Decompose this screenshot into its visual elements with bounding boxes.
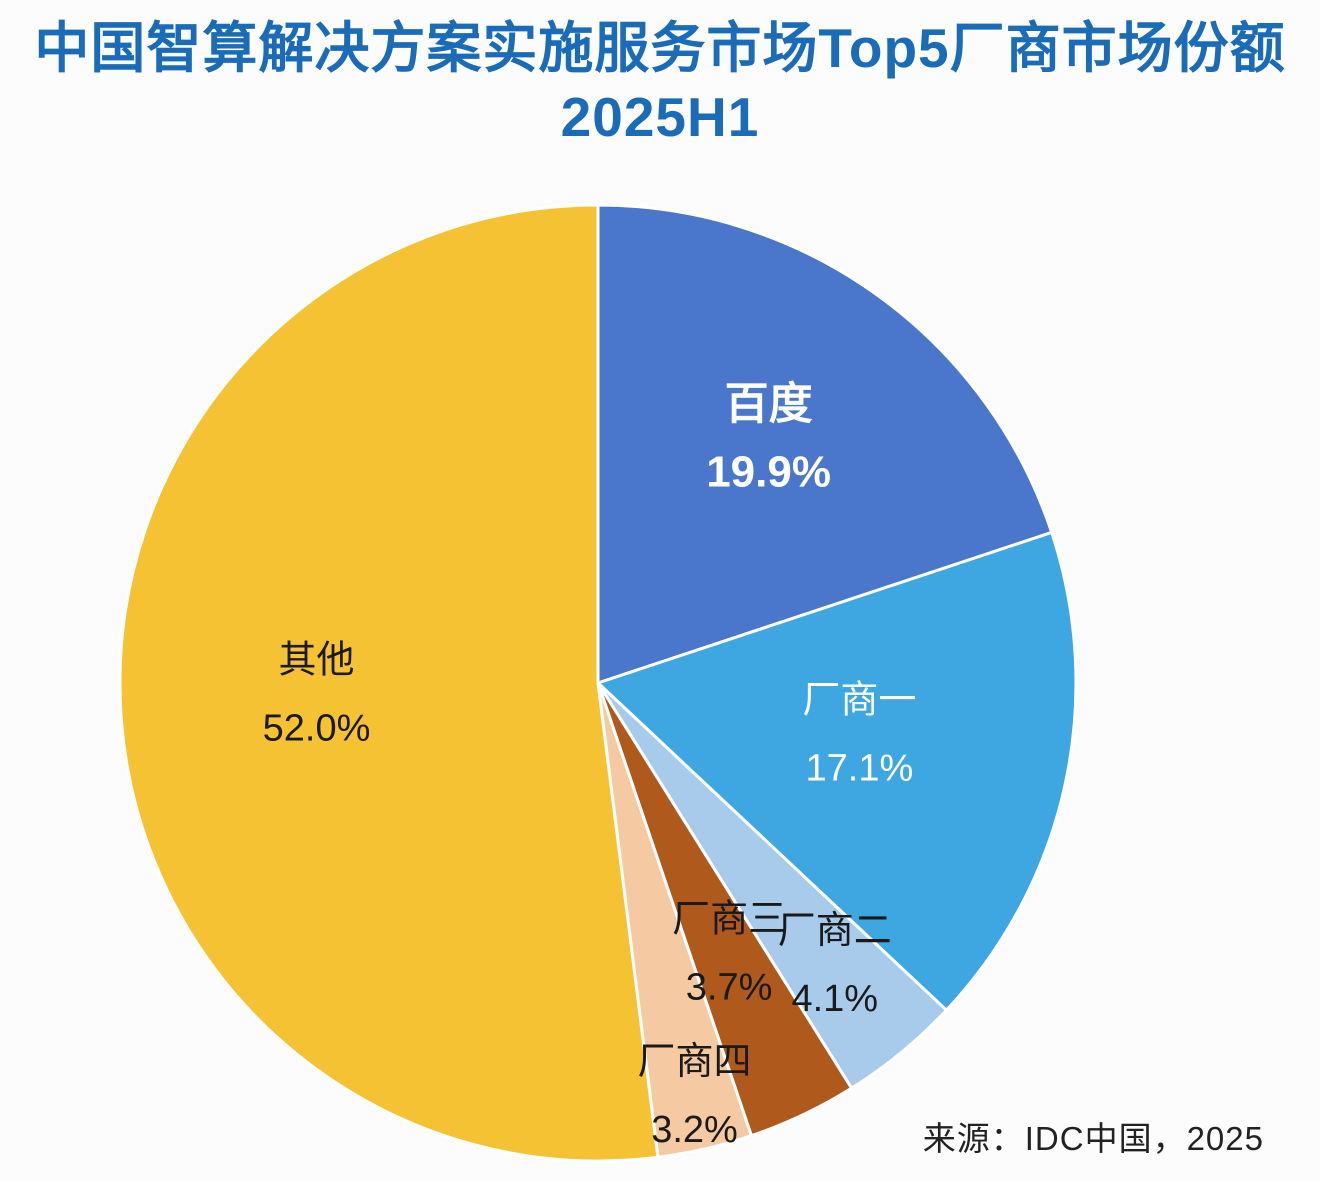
pie-slice-1 bbox=[596, 203, 1054, 685]
slice-value-1: 19.9% bbox=[706, 448, 831, 497]
slice-value-2: 17.1% bbox=[806, 748, 914, 790]
page-title-line1: 中国智算解决方案实施服务市场Top5厂商市场份额 bbox=[34, 17, 1286, 79]
slice-value-5: 3.2% bbox=[651, 1109, 738, 1151]
slice-label-6: 其他 bbox=[278, 640, 354, 682]
slice-label-3: 厂商二 bbox=[778, 910, 892, 952]
slice-value-3: 4.1% bbox=[791, 978, 878, 1020]
page-title-line2: 2025H1 bbox=[560, 85, 760, 148]
slice-label-4: 厂商三 bbox=[672, 898, 786, 940]
pie-slice-6 bbox=[118, 203, 660, 1163]
slice-label-2: 厂商一 bbox=[802, 680, 916, 722]
slice-value-6: 52.0% bbox=[263, 708, 371, 750]
page-title: 中国智算解决方案实施服务市场Top5厂商市场份额 2025H1 bbox=[0, 14, 1320, 152]
pie-slice-2 bbox=[596, 530, 1078, 1012]
slice-value-4: 3.7% bbox=[686, 966, 773, 1008]
source-note: 来源：IDC中国，2025 bbox=[922, 1120, 1264, 1157]
slice-label-5: 厂商四 bbox=[637, 1041, 751, 1083]
slice-label-1: 百度 bbox=[725, 380, 813, 429]
